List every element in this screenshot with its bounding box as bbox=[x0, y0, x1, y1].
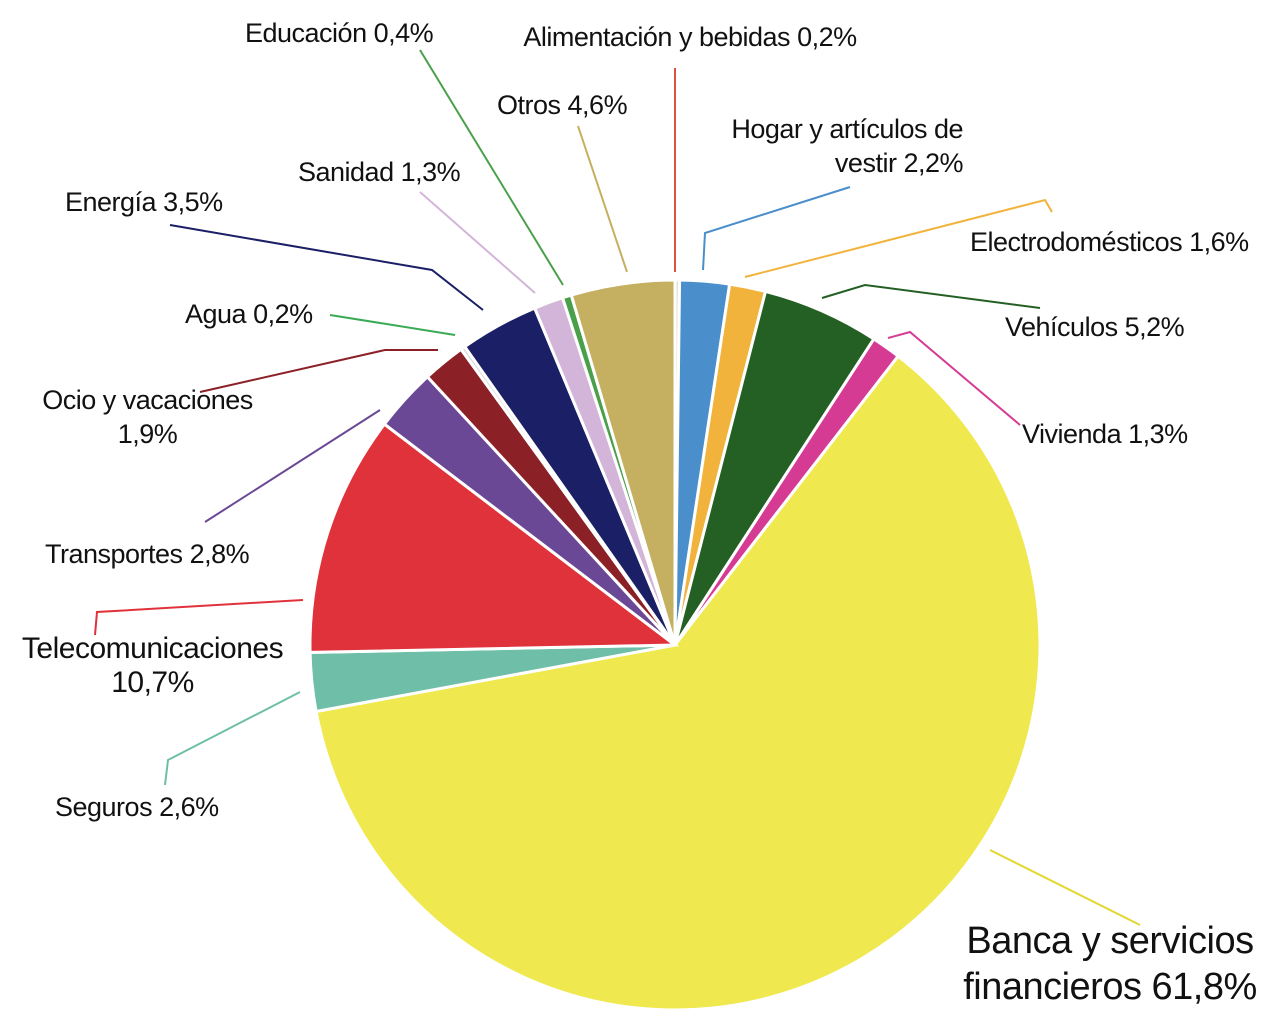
value-label: 1,3% bbox=[400, 157, 461, 187]
value-label: 1,3% bbox=[1128, 419, 1188, 449]
leader-line bbox=[169, 224, 484, 311]
leader-line bbox=[702, 186, 851, 271]
leader-line bbox=[577, 125, 628, 273]
category-name: Ocio y vacaciones bbox=[42, 385, 253, 415]
category-name: Banca y servicios financieros bbox=[963, 920, 1254, 1008]
leader-line bbox=[821, 283, 1041, 309]
slice-label: Electrodomésticos 1,6% bbox=[970, 225, 1280, 259]
value-label: 2,6% bbox=[159, 792, 219, 822]
category-name: Vehículos bbox=[1005, 312, 1118, 342]
value-label: 2,8% bbox=[189, 539, 250, 569]
category-name: Alimentación y bebidas bbox=[523, 22, 791, 52]
leader-line bbox=[204, 409, 381, 523]
slice-label: Transportes 2,8% bbox=[45, 537, 305, 571]
value-label: 61,8% bbox=[1151, 966, 1258, 1008]
value-label: 10,7% bbox=[111, 666, 194, 699]
slice-label: Telecomunicaciones 10,7% bbox=[5, 632, 300, 700]
slice-label: Seguros 2,6% bbox=[55, 790, 315, 824]
value-label: 1,9% bbox=[117, 419, 178, 449]
category-name: Electrodomésticos bbox=[970, 227, 1183, 257]
slice-label: Agua 0,2% bbox=[185, 297, 385, 331]
leader-line bbox=[744, 198, 1053, 278]
value-label: 5,2% bbox=[1124, 312, 1185, 342]
slice-label: Sanidad 1,3% bbox=[298, 155, 518, 189]
category-name: Transportes bbox=[45, 539, 183, 569]
category-name: Agua bbox=[185, 299, 247, 329]
slice-label: Hogar y artículos de vestir 2,2% bbox=[718, 112, 963, 180]
category-name: Sanidad bbox=[298, 157, 394, 187]
value-label: 0,2% bbox=[253, 299, 313, 329]
category-name: Vivienda bbox=[1022, 419, 1122, 449]
slice-label: Ocio y vacaciones 1,9% bbox=[40, 383, 255, 451]
slice-label: Vivienda 1,3% bbox=[1022, 417, 1282, 451]
leader-line bbox=[419, 191, 536, 294]
pie-slice bbox=[314, 354, 1042, 1012]
leader-line bbox=[94, 599, 304, 636]
pie-slice bbox=[569, 278, 677, 646]
leader-line bbox=[989, 849, 1141, 926]
slice-label: Alimentación y bebidas 0,2% bbox=[505, 20, 875, 54]
value-label: 0,2% bbox=[797, 22, 857, 52]
value-label: 3,5% bbox=[163, 187, 223, 217]
leader-line bbox=[199, 349, 438, 393]
leader-line bbox=[419, 49, 564, 286]
leader-line bbox=[887, 330, 1021, 426]
value-label: 0,4% bbox=[373, 18, 434, 48]
pie-slice bbox=[308, 422, 680, 654]
category-name: Otros bbox=[497, 90, 561, 120]
leader-line bbox=[164, 691, 301, 786]
slice-label: Banca y servicios financieros 61,8% bbox=[945, 918, 1275, 1010]
slice-label: Energía 3,5% bbox=[65, 185, 285, 219]
value-label: 1,6% bbox=[1189, 227, 1249, 257]
slice-label: Vehículos 5,2% bbox=[1005, 310, 1265, 344]
value-label: 2,2% bbox=[903, 148, 963, 178]
leader-line bbox=[329, 314, 456, 336]
slice-label: Educación 0,4% bbox=[245, 16, 485, 50]
category-name: Hogar y artículos de vestir bbox=[731, 114, 963, 178]
category-name: Energía bbox=[65, 187, 157, 217]
category-name: Seguros bbox=[55, 792, 153, 822]
slice-label: Otros 4,6% bbox=[497, 88, 697, 122]
category-name: Telecomunicaciones bbox=[21, 632, 284, 665]
category-name: Educación bbox=[245, 18, 367, 48]
value-label: 4,6% bbox=[567, 90, 628, 120]
